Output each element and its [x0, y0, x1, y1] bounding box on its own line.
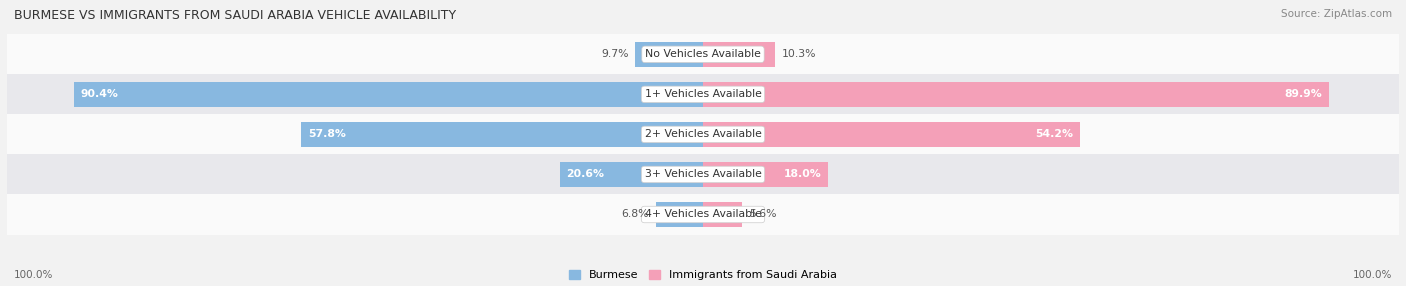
Bar	[703, 202, 742, 227]
Text: 100.0%: 100.0%	[1353, 270, 1392, 280]
Text: 100.0%: 100.0%	[14, 270, 53, 280]
Text: 90.4%: 90.4%	[80, 90, 118, 99]
Legend: Burmese, Immigrants from Saudi Arabia: Burmese, Immigrants from Saudi Arabia	[568, 270, 838, 281]
Text: 20.6%: 20.6%	[567, 170, 605, 179]
Text: 9.7%: 9.7%	[600, 49, 628, 59]
Text: 4+ Vehicles Available: 4+ Vehicles Available	[644, 210, 762, 219]
Text: No Vehicles Available: No Vehicles Available	[645, 49, 761, 59]
Bar	[703, 122, 1080, 147]
Text: 6.8%: 6.8%	[621, 210, 648, 219]
Text: 18.0%: 18.0%	[783, 170, 821, 179]
Text: 2+ Vehicles Available: 2+ Vehicles Available	[644, 130, 762, 139]
Text: 57.8%: 57.8%	[308, 130, 346, 139]
Bar	[703, 162, 828, 187]
Bar	[7, 154, 1399, 194]
Text: 1+ Vehicles Available: 1+ Vehicles Available	[644, 90, 762, 99]
Bar	[7, 34, 1399, 74]
Bar	[636, 42, 703, 67]
Text: BURMESE VS IMMIGRANTS FROM SAUDI ARABIA VEHICLE AVAILABILITY: BURMESE VS IMMIGRANTS FROM SAUDI ARABIA …	[14, 9, 456, 21]
Text: 89.9%: 89.9%	[1284, 90, 1322, 99]
Bar	[655, 202, 703, 227]
Text: 54.2%: 54.2%	[1035, 130, 1073, 139]
Text: 5.6%: 5.6%	[749, 210, 776, 219]
Bar	[75, 82, 703, 107]
Bar	[7, 194, 1399, 235]
Bar	[703, 82, 1329, 107]
Text: 3+ Vehicles Available: 3+ Vehicles Available	[644, 170, 762, 179]
Bar	[301, 122, 703, 147]
Bar	[560, 162, 703, 187]
Text: 10.3%: 10.3%	[782, 49, 815, 59]
Bar	[7, 74, 1399, 114]
Bar	[7, 114, 1399, 154]
Text: Source: ZipAtlas.com: Source: ZipAtlas.com	[1281, 9, 1392, 19]
Bar	[703, 42, 775, 67]
